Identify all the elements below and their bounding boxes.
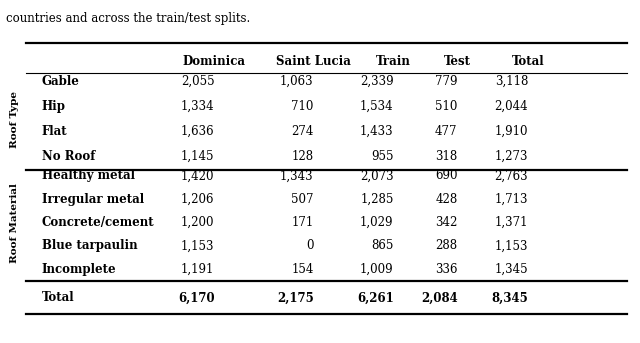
Text: 1,910: 1,910 bbox=[495, 125, 528, 138]
Text: 6,170: 6,170 bbox=[178, 291, 214, 304]
Text: 1,200: 1,200 bbox=[181, 216, 214, 229]
Text: 1,345: 1,345 bbox=[494, 263, 528, 276]
Text: No Roof: No Roof bbox=[42, 150, 95, 163]
Text: Total: Total bbox=[42, 291, 74, 304]
Text: Total: Total bbox=[512, 55, 544, 68]
Text: 8,345: 8,345 bbox=[492, 291, 528, 304]
Text: 154: 154 bbox=[291, 263, 314, 276]
Text: 274: 274 bbox=[291, 125, 314, 138]
Text: 1,009: 1,009 bbox=[360, 263, 394, 276]
Text: 128: 128 bbox=[291, 150, 314, 163]
Text: 0: 0 bbox=[306, 239, 314, 252]
Text: 1,343: 1,343 bbox=[280, 169, 314, 182]
Text: Train: Train bbox=[376, 55, 411, 68]
Text: Gable: Gable bbox=[42, 75, 79, 88]
Text: 428: 428 bbox=[435, 193, 458, 206]
Text: 477: 477 bbox=[435, 125, 458, 138]
Text: 1,206: 1,206 bbox=[181, 193, 214, 206]
Text: 2,175: 2,175 bbox=[277, 291, 314, 304]
Text: 2,763: 2,763 bbox=[494, 169, 528, 182]
Text: 1,063: 1,063 bbox=[280, 75, 314, 88]
Text: 1,273: 1,273 bbox=[495, 150, 528, 163]
Text: 3,118: 3,118 bbox=[495, 75, 528, 88]
Text: 2,339: 2,339 bbox=[360, 75, 394, 88]
Text: 1,334: 1,334 bbox=[180, 100, 214, 113]
Text: Irregular metal: Irregular metal bbox=[42, 193, 144, 206]
Text: Concrete/cement: Concrete/cement bbox=[42, 216, 154, 229]
Text: 2,055: 2,055 bbox=[180, 75, 214, 88]
Text: Roof Material: Roof Material bbox=[10, 183, 19, 262]
Text: 342: 342 bbox=[435, 216, 458, 229]
Text: Healthy metal: Healthy metal bbox=[42, 169, 134, 182]
Text: 2,073: 2,073 bbox=[360, 169, 394, 182]
Text: 510: 510 bbox=[435, 100, 458, 113]
Text: 710: 710 bbox=[291, 100, 314, 113]
Text: 1,153: 1,153 bbox=[495, 239, 528, 252]
Text: countries and across the train/test splits.: countries and across the train/test spli… bbox=[6, 12, 251, 25]
Text: 171: 171 bbox=[291, 216, 314, 229]
Text: 507: 507 bbox=[291, 193, 314, 206]
Text: 1,145: 1,145 bbox=[181, 150, 214, 163]
Text: 1,420: 1,420 bbox=[181, 169, 214, 182]
Text: 336: 336 bbox=[435, 263, 458, 276]
Text: 1,433: 1,433 bbox=[360, 125, 394, 138]
Text: 1,371: 1,371 bbox=[495, 216, 528, 229]
Text: Roof Type: Roof Type bbox=[10, 91, 19, 148]
Text: 955: 955 bbox=[371, 150, 394, 163]
Text: 288: 288 bbox=[435, 239, 458, 252]
Text: 1,636: 1,636 bbox=[180, 125, 214, 138]
Text: 690: 690 bbox=[435, 169, 458, 182]
Text: 6,261: 6,261 bbox=[357, 291, 394, 304]
Text: 1,029: 1,029 bbox=[360, 216, 394, 229]
Text: Blue tarpaulin: Blue tarpaulin bbox=[42, 239, 137, 252]
Text: Test: Test bbox=[444, 55, 471, 68]
Text: 1,534: 1,534 bbox=[360, 100, 394, 113]
Text: 865: 865 bbox=[371, 239, 394, 252]
Text: Flat: Flat bbox=[42, 125, 67, 138]
Text: 1,285: 1,285 bbox=[360, 193, 394, 206]
Text: 1,153: 1,153 bbox=[181, 239, 214, 252]
Text: 2,044: 2,044 bbox=[494, 100, 528, 113]
Text: 1,191: 1,191 bbox=[181, 263, 214, 276]
Text: Hip: Hip bbox=[42, 100, 65, 113]
Text: Incomplete: Incomplete bbox=[42, 263, 116, 276]
Text: 2,084: 2,084 bbox=[421, 291, 458, 304]
Text: 318: 318 bbox=[435, 150, 458, 163]
Text: 1,713: 1,713 bbox=[495, 193, 528, 206]
Text: 779: 779 bbox=[435, 75, 458, 88]
Text: Dominica: Dominica bbox=[183, 55, 246, 68]
Text: Saint Lucia: Saint Lucia bbox=[276, 55, 351, 68]
